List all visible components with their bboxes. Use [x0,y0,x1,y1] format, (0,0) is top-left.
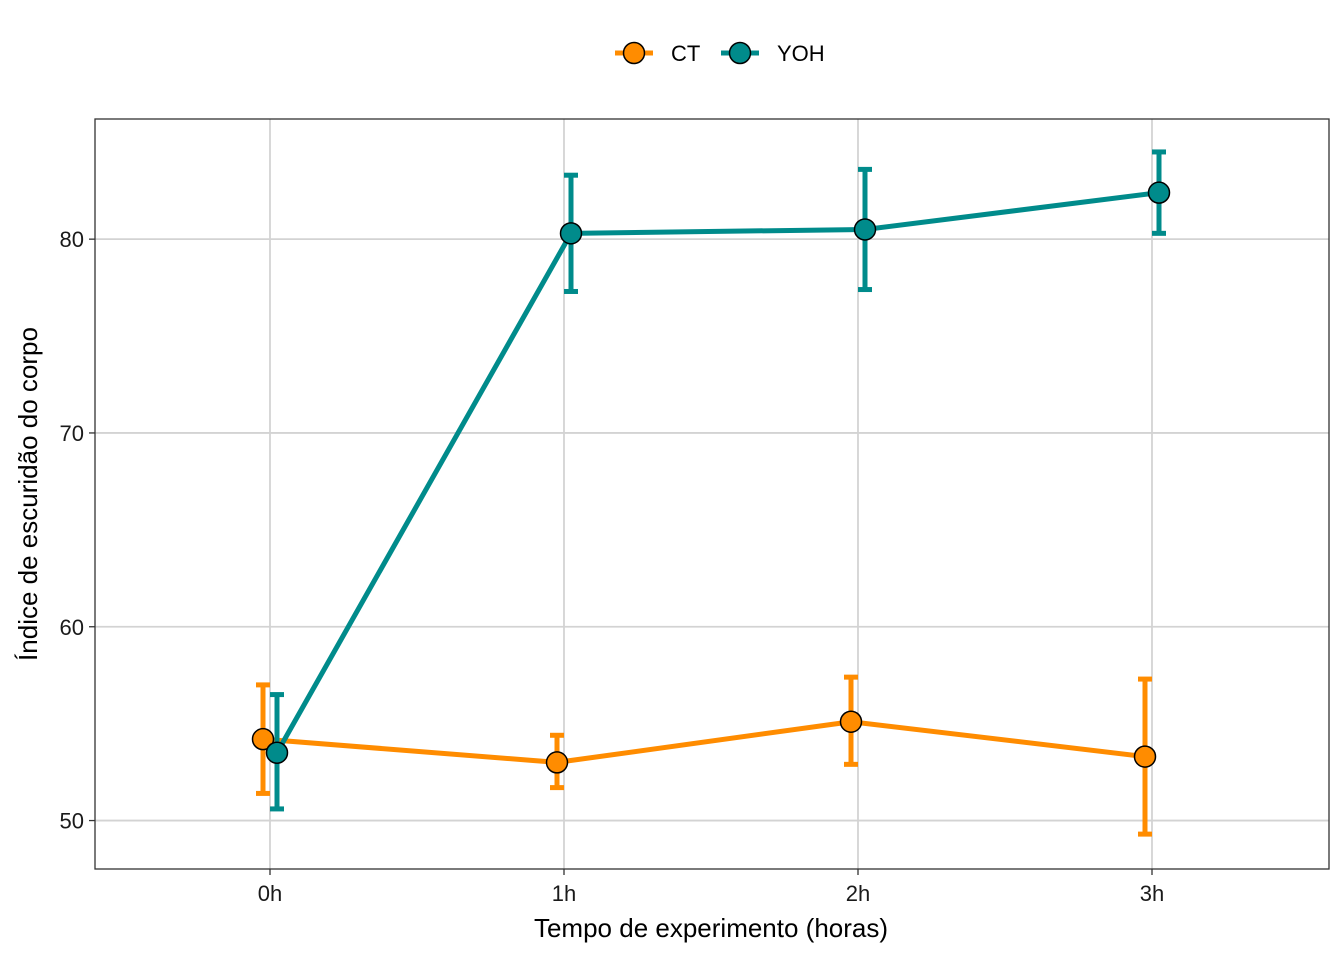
point-ct-0 [251,727,275,751]
series-line-yoh [274,190,1160,754]
point-ct-2 [839,710,863,733]
point-ct-1 [545,751,569,774]
axis-layer: 50 60 70 80 0h 1h 2h 3h [60,227,1165,906]
point-yoh-0 [265,741,289,764]
series-yoh [265,149,1171,812]
y-tick-label-2: 70 [60,421,84,446]
x-tick-label-1: 1h [552,881,576,906]
x-tick-label-3: 3h [1140,881,1164,906]
y-axis-title: Índice de escuridão do corpo [13,327,43,661]
legend-yoh-key-point [728,41,752,65]
legend-ct-label: CT [671,41,700,66]
point-yoh-2 [853,218,877,241]
series-layer [251,149,1171,837]
legend-item-yoh: YOH [721,41,825,66]
panel-border [94,118,1330,870]
x-tick-label-0: 0h [258,881,282,906]
y-tick-label-1: 60 [60,615,84,640]
legend-item-ct: CT [615,41,700,66]
series-ct [251,674,1157,837]
y-tick-label-3: 80 [60,227,84,252]
x-tick-label-2: 2h [846,881,870,906]
legend: CT YOH [615,41,825,66]
series-line-ct [262,719,1146,765]
y-tick-label-0: 50 [60,809,84,834]
x-axis-title: Tempo de experimento (horas) [534,913,888,943]
legend-yoh-label: YOH [777,41,825,66]
legend-ct-key-point [622,41,646,65]
point-yoh-3 [1147,181,1171,204]
point-ct-3 [1133,745,1157,768]
point-yoh-1 [559,222,583,245]
